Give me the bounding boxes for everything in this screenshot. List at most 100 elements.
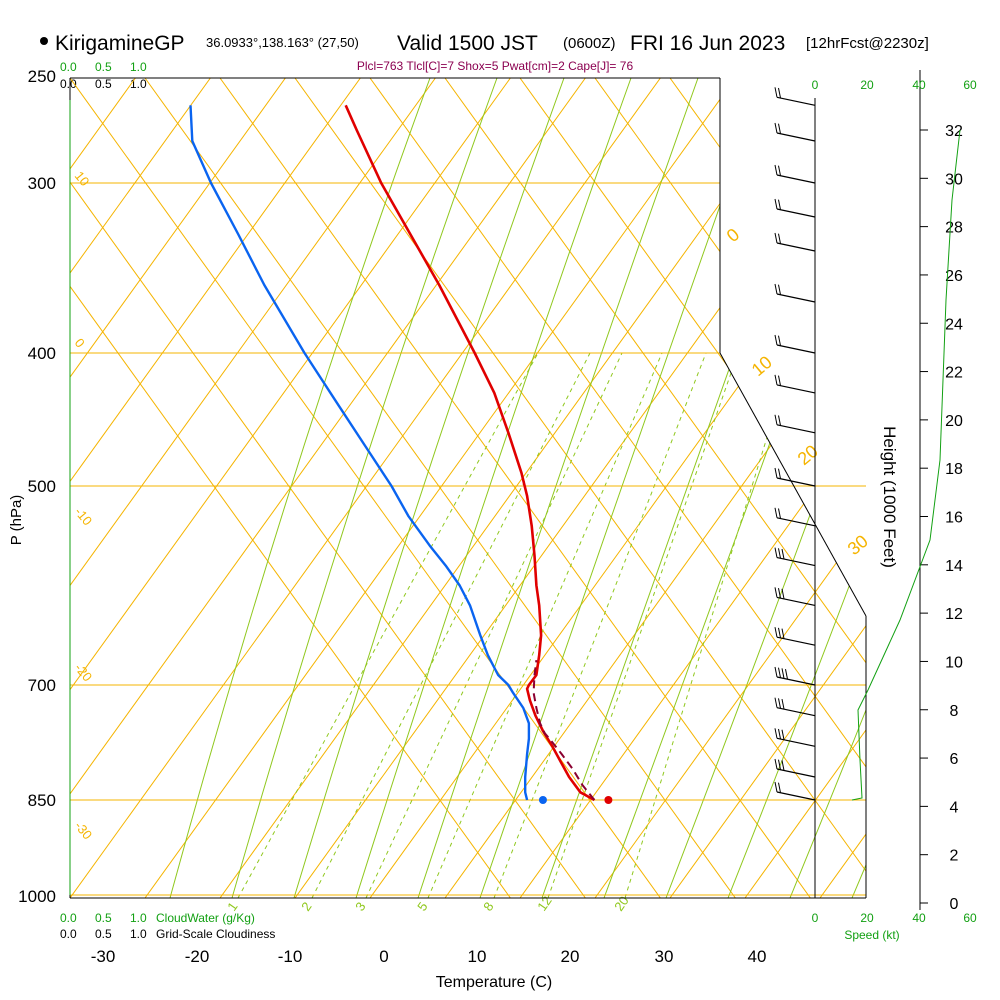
isotherm-line <box>70 78 211 898</box>
height-tick: 18 <box>945 461 963 478</box>
wind-barb-flag <box>774 87 778 98</box>
wind-barb-flag <box>774 587 778 598</box>
wind-barb-shaft <box>776 707 816 717</box>
mixing-ratio-line <box>493 352 707 898</box>
isotherm-line <box>895 78 1000 898</box>
isotherm-line <box>70 78 286 898</box>
wind-barb <box>774 587 816 606</box>
height-tick: 20 <box>945 413 963 430</box>
isotherm-line <box>744 78 866 898</box>
wind-barb-shaft <box>776 768 816 778</box>
wind-barb <box>774 334 816 354</box>
cloud-water-tick: 1.0 <box>130 60 147 74</box>
speed-axis-label: Speed (kt) <box>844 928 899 942</box>
wind-barb-flag <box>774 666 778 678</box>
wind-barb-flag <box>778 588 781 599</box>
isotherm-line <box>70 78 511 898</box>
height-tick: 6 <box>950 751 959 768</box>
dry-adiabat-line <box>819 78 866 898</box>
cloud-water-tick: 0.5 <box>95 60 112 74</box>
moist-adiabat-line <box>355 78 632 898</box>
wind-barb-shaft <box>776 293 816 303</box>
pressure-tick: 500 <box>28 477 56 496</box>
temperature-axis: -30 -20 -10 0 10 20 30 40 <box>91 947 767 966</box>
wind-barb-shaft <box>776 517 816 527</box>
wind-barb-shaft <box>776 636 816 646</box>
mixing-ratio-line <box>547 352 739 898</box>
station-name: KirigamineGP <box>55 32 185 55</box>
dry-adiabat-line <box>294 78 866 898</box>
speed-tick-bottom: 20 <box>860 911 874 925</box>
temperature-tick: 40 <box>748 947 767 966</box>
dry-adiabat-line <box>70 78 661 898</box>
height-tick: 10 <box>945 654 963 671</box>
moist-adiabat-line <box>541 78 833 898</box>
parcel-profile <box>532 659 596 801</box>
pressure-axis: 250 300 400 500 700 850 1000 <box>18 67 56 906</box>
wind-barb-flag <box>785 669 788 680</box>
moist-adiabat-line <box>603 78 866 898</box>
wind-barb <box>774 374 816 394</box>
pressure-tick: 850 <box>28 791 56 810</box>
wind-barb-flag <box>774 164 778 176</box>
isotherm-line <box>594 78 866 898</box>
height-tick: 2 <box>950 848 959 865</box>
height-axis-label: Height (1000 Feet) <box>880 426 899 568</box>
temperature-profile <box>344 104 596 802</box>
cloud-water-tick: 1.0 <box>130 911 147 925</box>
cloudiness-tick: 0.5 <box>95 927 112 941</box>
mixing-ratio-line <box>237 352 539 898</box>
wind-barb-shaft <box>776 737 816 747</box>
moist-adiabat-line <box>169 78 431 898</box>
speed-tick-bottom: 40 <box>912 911 926 925</box>
cloud-water-tick: 0.5 <box>95 911 112 925</box>
wind-barb-flag <box>778 667 781 678</box>
temperature-tick: -10 <box>278 947 303 966</box>
dry-adiabat-label: 0 <box>723 224 744 246</box>
wind-barb <box>774 232 816 252</box>
speed-tick-bottom: 60 <box>963 911 977 925</box>
wind-barb <box>774 122 816 142</box>
temperature-tick: -20 <box>185 947 210 966</box>
mixing-ratio-label: 3 <box>352 899 368 914</box>
wind-barb-flag <box>774 122 778 134</box>
height-tick: 4 <box>950 799 959 816</box>
wind-barb-flag <box>778 627 781 638</box>
mixing-ratio-label: 20 <box>611 893 632 913</box>
speed-tick-top: 40 <box>912 78 926 92</box>
wind-barbs <box>774 87 816 801</box>
isotherm-line <box>669 78 866 898</box>
isotherm-line <box>70 78 436 898</box>
wind-barb-shaft <box>776 242 816 252</box>
speed-tick-top: 0 <box>812 78 819 92</box>
isotherm-line <box>819 78 866 898</box>
mixing-ratio-line <box>365 352 623 898</box>
valid-date: FRI 16 Jun 2023 <box>630 32 785 55</box>
cloudiness-tick: 0.0 <box>60 927 77 941</box>
y-axis-label: P (hPa) <box>8 495 25 546</box>
wind-barb-shaft <box>776 424 816 434</box>
dry-adiabat-line <box>970 78 1000 898</box>
wind-barb-flag <box>778 548 781 559</box>
cloudiness-tick: 0.5 <box>95 77 112 91</box>
wind-barb <box>774 467 816 487</box>
wind-barb-flag <box>778 698 781 709</box>
valid-time: Valid 1500 JST <box>397 32 538 55</box>
isotherm-line <box>970 78 1000 898</box>
isotherm-line <box>70 78 361 898</box>
wind-barb-flag <box>781 588 785 599</box>
height-tick: 26 <box>945 268 963 285</box>
wind-barb-flag <box>778 199 781 210</box>
dry-adiabat-line <box>744 78 866 898</box>
indices-line: Plcl=763 Tlcl[C]=7 Shox=5 Pwat[cm]=2 Cap… <box>357 59 634 73</box>
header: KirigamineGP 36.0933°,138.163° (27,50) V… <box>40 32 929 73</box>
height-tick: 12 <box>945 606 963 623</box>
frame-diagonal <box>719 352 867 617</box>
wind-barb-flag <box>778 335 781 346</box>
wind-barb-flag <box>781 698 785 710</box>
wind-barb-flag <box>774 198 778 210</box>
cloud-water-label: CloudWater (g/Kg) <box>156 911 255 925</box>
wind-barb-shaft <box>776 791 816 801</box>
